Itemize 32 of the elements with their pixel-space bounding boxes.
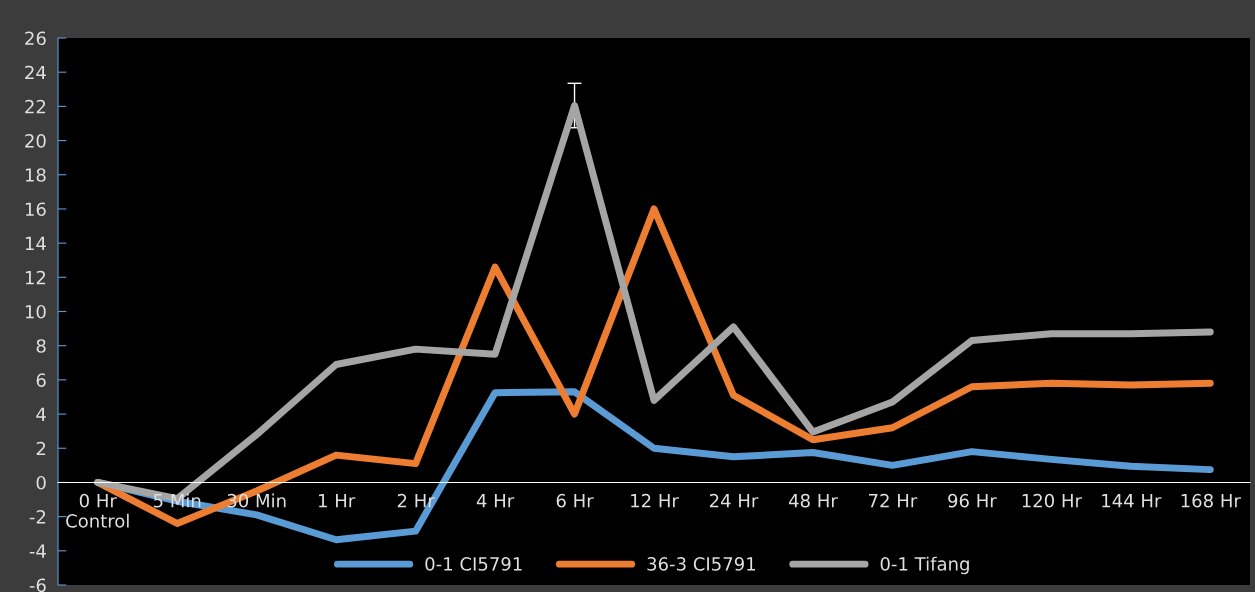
x-tick-label: 6 Hr xyxy=(556,493,594,508)
y-tick-label: -6 xyxy=(29,578,46,592)
legend-label: 36-3 CI5791 xyxy=(647,557,755,571)
y-tick-label: -4 xyxy=(29,544,46,558)
y-tick-label: 22 xyxy=(25,99,46,114)
x-tick-label: 12 Hr xyxy=(631,493,679,508)
y-tick-label: 0 xyxy=(36,475,46,490)
y-tick-label: 2 xyxy=(36,441,46,456)
y-tick-label: 18 xyxy=(25,168,46,182)
y-tick-label: 16 xyxy=(25,202,46,217)
y-tick-label: 4 xyxy=(36,407,46,421)
x-tick-label: 96 Hr xyxy=(948,493,997,508)
y-tick-label: 24 xyxy=(25,65,46,80)
y-tick-label: 8 xyxy=(36,339,46,353)
x-tick-label: 1 Hr xyxy=(319,494,356,508)
x-tick-label: 48 Hr xyxy=(788,493,838,508)
y-tick-label: 12 xyxy=(25,270,46,285)
legend-label: 0-1 CI5791 xyxy=(425,557,522,571)
x-tick-label: 120 Hr xyxy=(1022,493,1082,508)
y-tick-label: 6 xyxy=(36,373,46,387)
y-tick-label: 20 xyxy=(25,134,46,148)
y-tick-label: -2 xyxy=(29,510,46,524)
x-tick-label: 144 Hr xyxy=(1102,494,1162,508)
legend-label: 0-1 Tifang xyxy=(880,556,969,575)
x-tick-label: 0 Hr Control xyxy=(66,493,129,528)
y-tick-label: 26 xyxy=(25,31,46,46)
x-tick-label: 168 Hr xyxy=(1181,493,1241,508)
x-tick-label: 24 Hr xyxy=(709,493,759,508)
y-tick-label: 14 xyxy=(25,236,46,250)
x-tick-label: 72 Hr xyxy=(869,493,918,508)
y-tick-label: 10 xyxy=(25,304,46,319)
x-tick-label: 4 Hr xyxy=(476,494,515,508)
